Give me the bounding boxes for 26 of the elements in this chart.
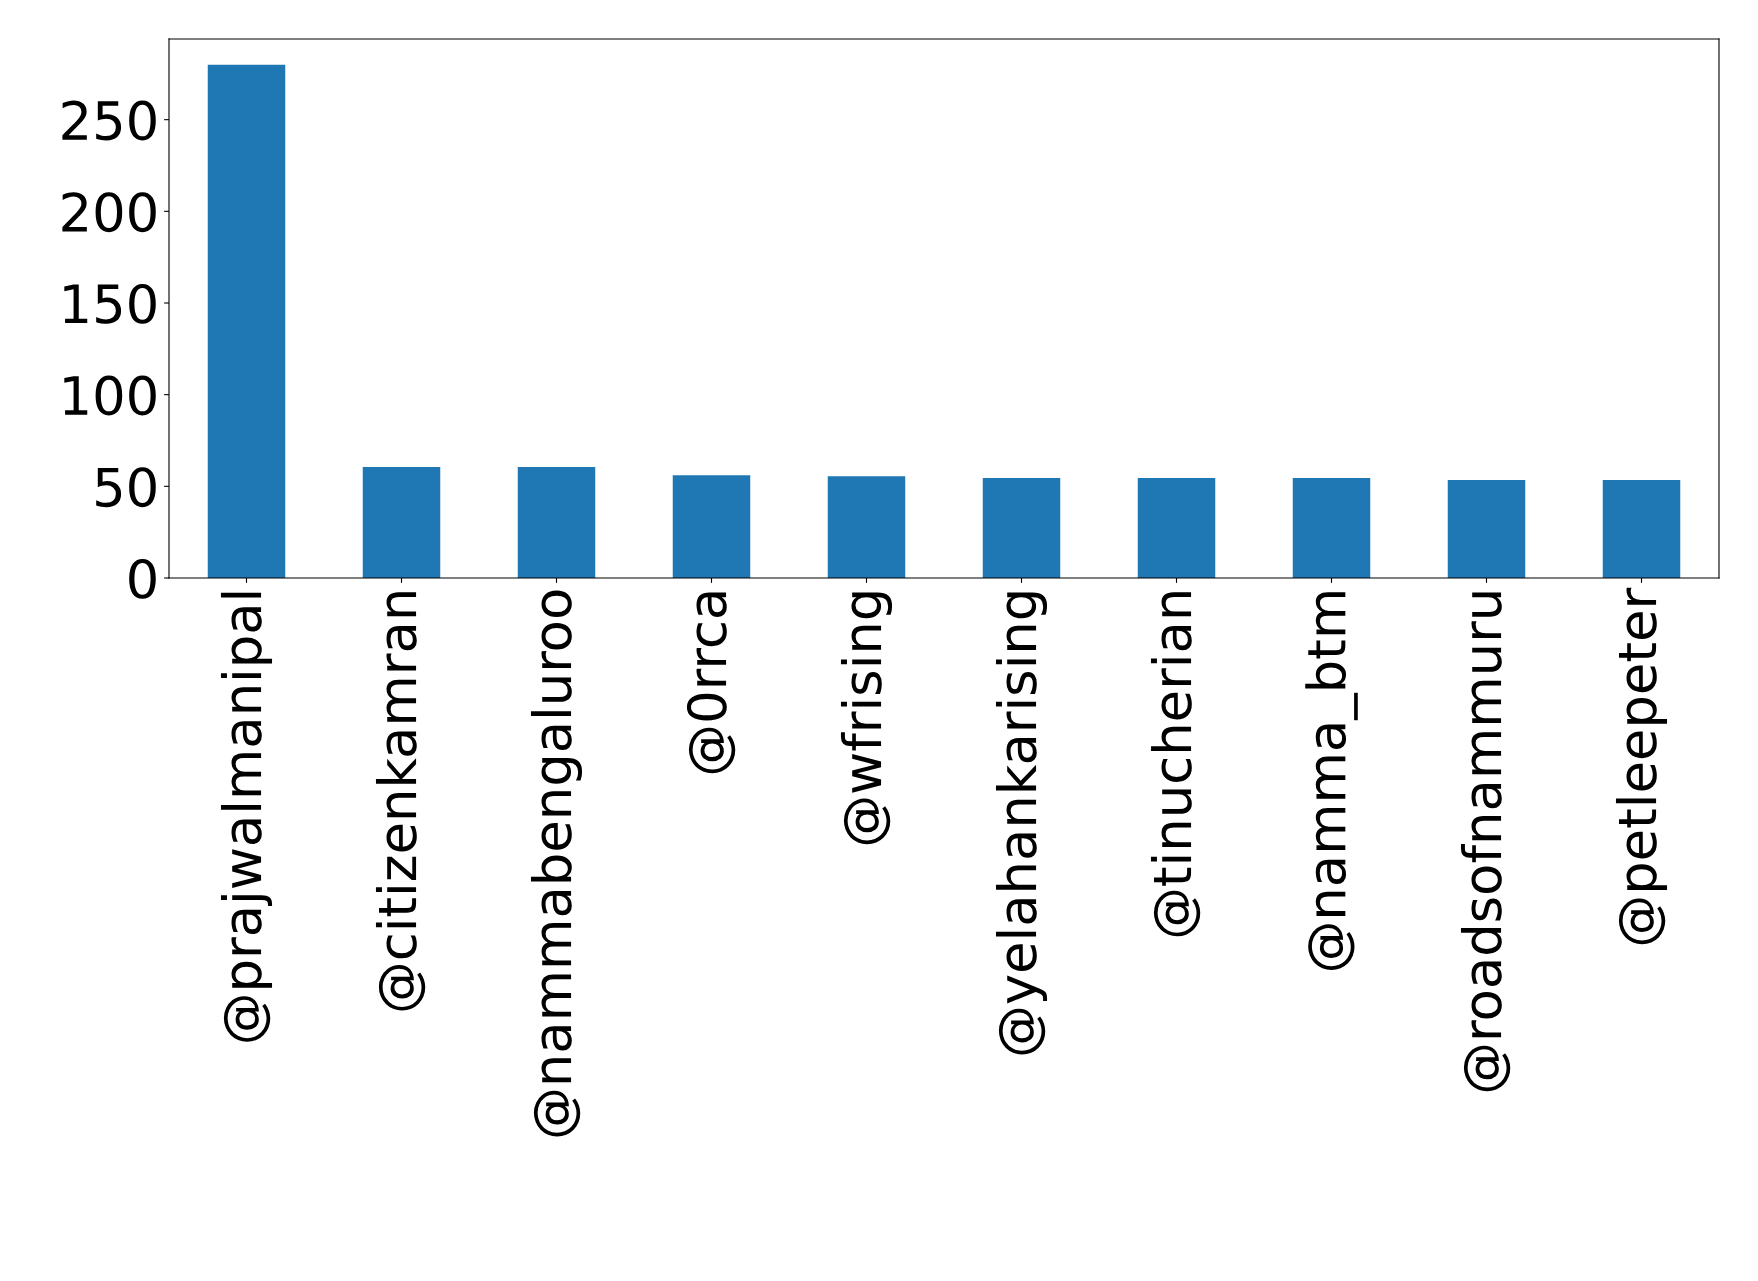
x-tick-label: @petleepeter bbox=[1615, 587, 1668, 945]
bar bbox=[1292, 478, 1371, 578]
x-tick-label: @namma_btm bbox=[1305, 592, 1358, 970]
bar bbox=[207, 64, 286, 578]
y-tick-label: 250 bbox=[62, 100, 156, 141]
x-tick-label: @prajwalmanipal bbox=[220, 592, 273, 1042]
y-tick-label: 200 bbox=[62, 192, 156, 233]
y-tick-label: 0 bbox=[129, 558, 156, 599]
bar bbox=[672, 475, 751, 578]
x-tick-label: @yelahankarising bbox=[995, 592, 1048, 1055]
x-tick-label: @nammabengaluroo bbox=[530, 590, 583, 1137]
x-tick-label: @roadsofnammuru bbox=[1460, 592, 1511, 1092]
y-tick-label: 50 bbox=[96, 467, 156, 508]
x-tick-label: @citizenkamran bbox=[375, 592, 426, 1011]
bar bbox=[1447, 479, 1526, 578]
y-tick-label: 150 bbox=[64, 283, 156, 324]
bar bbox=[517, 467, 596, 578]
bar bbox=[982, 478, 1061, 578]
bar bbox=[362, 467, 441, 578]
bar bbox=[1602, 479, 1681, 578]
x-tick-label: @tinucherian bbox=[1150, 592, 1201, 937]
bar bbox=[1137, 478, 1216, 578]
x-tick-label: @wfrising bbox=[840, 592, 893, 845]
y-tick-label: 100 bbox=[64, 375, 156, 416]
bar bbox=[827, 476, 906, 578]
x-tick-label: @0rrca bbox=[686, 592, 736, 774]
